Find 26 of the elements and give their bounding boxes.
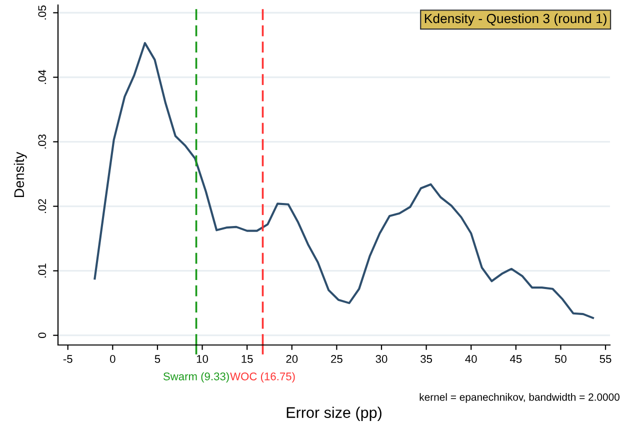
x-tick-label: 35 bbox=[420, 355, 432, 363]
x-tick-label: 25 bbox=[331, 355, 342, 363]
x-tick-label: 55 bbox=[600, 355, 612, 363]
x-axis-title: Error size (pp) bbox=[286, 406, 382, 421]
x-tick-label: 0 bbox=[110, 355, 116, 363]
y-tick-label: .01 bbox=[38, 264, 46, 278]
text: kernel = epanechnikov, bandwidth = 2.0000 bbox=[420, 393, 620, 403]
y-tick-label: .03 bbox=[38, 134, 46, 148]
y-tick-label: .04 bbox=[38, 70, 46, 84]
x-tick-label: 40 bbox=[465, 355, 477, 363]
x-tick-label: 45 bbox=[510, 355, 522, 363]
x-tick-label: 20 bbox=[286, 355, 298, 363]
ref-line-label: WOC (16.75) bbox=[230, 372, 295, 383]
y-tick-label: .05 bbox=[38, 5, 46, 20]
x-tick-label: 10 bbox=[196, 355, 208, 363]
line-series bbox=[94, 42, 594, 319]
x-tick-label: 15 bbox=[242, 355, 253, 363]
x-tick-label: -5 bbox=[63, 355, 72, 363]
y-axis-title: Density bbox=[14, 152, 27, 198]
y-tick-label: .02 bbox=[38, 199, 46, 213]
ref-line-label: Swarm (9.33) bbox=[163, 372, 229, 383]
text: Kdensity - Question 3 (round 1) bbox=[424, 14, 606, 26]
x-tick-label: 30 bbox=[376, 355, 388, 363]
y-tick-label: 0 bbox=[38, 332, 46, 338]
x-tick-label: 5 bbox=[154, 355, 160, 363]
x-tick-label: 50 bbox=[554, 355, 566, 363]
